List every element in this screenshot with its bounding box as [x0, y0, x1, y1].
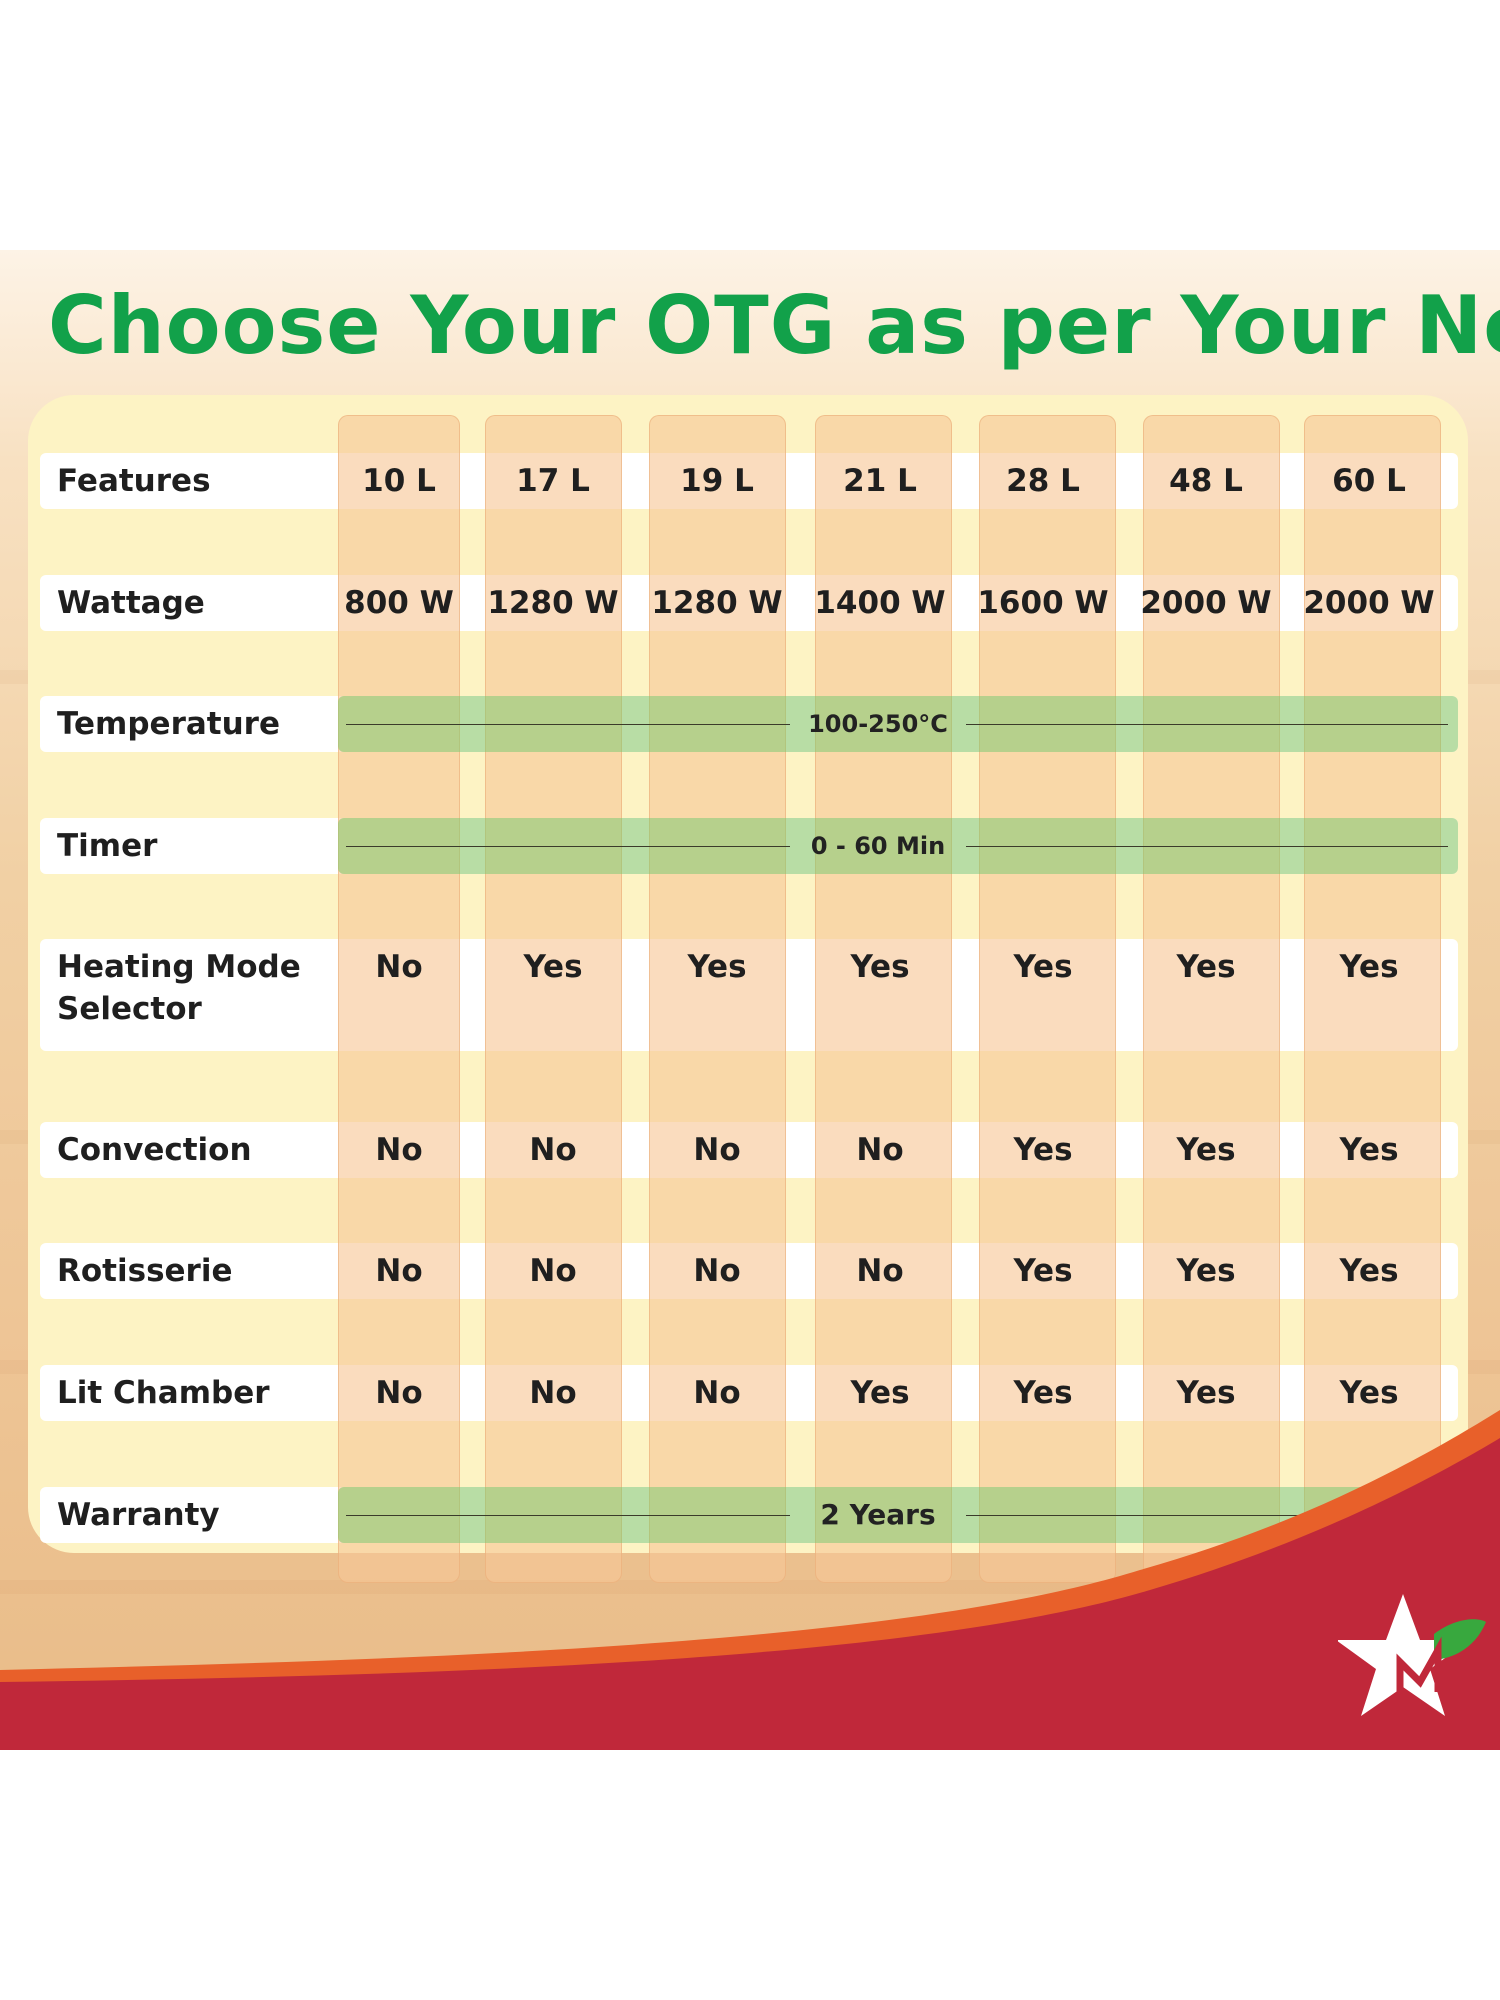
comparison-poster: Choose Your OTG as per Your Need 100-250…: [0, 250, 1500, 1750]
lit-chamber-cell: Yes: [850, 1375, 910, 1411]
lit-chamber-label: Lit Chamber: [57, 1375, 270, 1411]
capacity-header: 60 L: [1332, 463, 1406, 499]
convection-cell: Yes: [1013, 1132, 1073, 1168]
logo-star: [1338, 1594, 1470, 1716]
footer-swoosh: [0, 1410, 1500, 1750]
warranty-line-right: [966, 1515, 1448, 1516]
features-header: Features: [57, 463, 211, 499]
heating-mode-cell: Yes: [523, 949, 583, 985]
heating-mode-cell: Yes: [1013, 949, 1073, 985]
capacity-header: 10 L: [362, 463, 436, 499]
column-17l: [485, 415, 622, 1583]
heating-mode-cell: Yes: [1176, 949, 1236, 985]
wattage-cell: 1600 W: [977, 585, 1109, 621]
timer-value: 0 - 60 Min: [810, 832, 946, 860]
capacity-header: 19 L: [680, 463, 754, 499]
convection-cell: No: [693, 1132, 741, 1168]
column-28l: [979, 415, 1116, 1583]
column-60l: [1304, 415, 1441, 1583]
column-48l: [1143, 415, 1280, 1583]
capacity-header: 17 L: [516, 463, 590, 499]
timer-line-left: [346, 846, 790, 847]
timer-label: Timer: [57, 828, 158, 864]
warranty-label: Warranty: [57, 1497, 220, 1533]
convection-label: Convection: [57, 1132, 252, 1168]
page-title: Choose Your OTG as per Your Need: [48, 279, 1500, 372]
temperature-label: Temperature: [57, 706, 280, 742]
logo-leaf: [1434, 1619, 1486, 1660]
convection-cell: No: [375, 1132, 423, 1168]
rotisserie-cell: No: [375, 1253, 423, 1289]
heating-mode-cell: No: [375, 949, 423, 985]
lit-chamber-cell: Yes: [1013, 1375, 1073, 1411]
column-19l: [649, 415, 786, 1583]
rotisserie-cell: No: [856, 1253, 904, 1289]
column-10l: [338, 415, 460, 1583]
rotisserie-label: Rotisserie: [57, 1253, 233, 1289]
capacity-header: 48 L: [1169, 463, 1243, 499]
rotisserie-cell: Yes: [1176, 1253, 1236, 1289]
wattage-cell: 2000 W: [1303, 585, 1435, 621]
comparison-table: 100-250°C 0 - 60 Min 2 Years Features Wa…: [28, 395, 1468, 1583]
warranty-line-left: [346, 1515, 790, 1516]
column-21l: [815, 415, 952, 1583]
timer-line-right: [966, 846, 1448, 847]
wattage-label: Wattage: [57, 585, 205, 621]
rotisserie-cell: Yes: [1013, 1253, 1073, 1289]
wattage-cell: 800 W: [344, 585, 454, 621]
rotisserie-cell: No: [529, 1253, 577, 1289]
wattage-cell: 1400 W: [814, 585, 946, 621]
rotisserie-cell: Yes: [1339, 1253, 1399, 1289]
lit-chamber-cell: No: [375, 1375, 423, 1411]
rotisserie-cell: No: [693, 1253, 741, 1289]
star-leaf-icon: [1338, 1594, 1486, 1716]
heating-mode-label-line2: Selector: [57, 991, 202, 1027]
capacity-header: 21 L: [843, 463, 917, 499]
heating-mode-cell: Yes: [850, 949, 910, 985]
lit-chamber-cell: Yes: [1339, 1375, 1399, 1411]
lit-chamber-cell: Yes: [1176, 1375, 1236, 1411]
wattage-cell: 1280 W: [487, 585, 619, 621]
capacity-header: 28 L: [1006, 463, 1080, 499]
convection-cell: No: [856, 1132, 904, 1168]
heating-mode-label-line1: Heating Mode: [57, 949, 301, 985]
convection-cell: Yes: [1339, 1132, 1399, 1168]
footer-swoosh-red: [0, 1438, 1500, 1750]
temperature-value: 100-250°C: [808, 710, 948, 738]
temperature-line-left: [346, 724, 790, 725]
heating-mode-cell: Yes: [1339, 949, 1399, 985]
wattage-cell: 2000 W: [1140, 585, 1272, 621]
lit-chamber-cell: No: [693, 1375, 741, 1411]
convection-cell: No: [529, 1132, 577, 1168]
warranty-value: 2 Years: [820, 1498, 936, 1531]
lit-chamber-cell: No: [529, 1375, 577, 1411]
logo-mark: [1396, 1636, 1442, 1692]
convection-cell: Yes: [1176, 1132, 1236, 1168]
wattage-cell: 1280 W: [651, 585, 783, 621]
heating-mode-cell: Yes: [687, 949, 747, 985]
temperature-line-right: [966, 724, 1448, 725]
